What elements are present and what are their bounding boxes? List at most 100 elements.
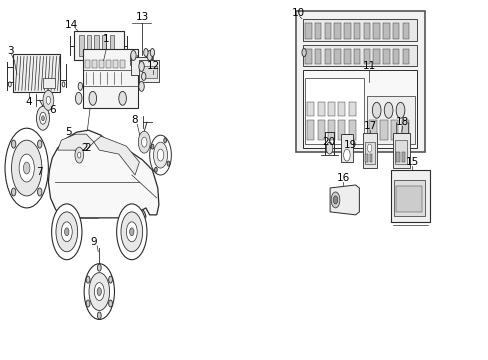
Bar bbox=[109, 35, 114, 57]
Bar bbox=[348, 120, 355, 140]
Circle shape bbox=[333, 196, 337, 204]
Bar bbox=[106, 60, 111, 68]
Text: 7: 7 bbox=[36, 167, 43, 177]
Text: 18: 18 bbox=[395, 117, 408, 127]
Circle shape bbox=[384, 102, 392, 118]
Text: 12: 12 bbox=[146, 62, 160, 71]
Circle shape bbox=[149, 135, 171, 175]
Bar bbox=[362, 133, 376, 168]
Circle shape bbox=[12, 140, 42, 196]
Circle shape bbox=[395, 102, 404, 118]
Text: 20: 20 bbox=[321, 137, 334, 147]
Bar bbox=[43, 78, 55, 88]
Circle shape bbox=[139, 62, 144, 71]
Circle shape bbox=[86, 300, 90, 307]
Circle shape bbox=[37, 106, 49, 130]
Circle shape bbox=[43, 90, 54, 110]
Circle shape bbox=[130, 50, 136, 60]
Circle shape bbox=[40, 112, 46, 124]
Circle shape bbox=[139, 81, 144, 91]
Text: 14: 14 bbox=[64, 19, 78, 30]
Bar bbox=[74, 31, 123, 60]
Circle shape bbox=[153, 142, 167, 168]
Circle shape bbox=[141, 137, 147, 147]
Circle shape bbox=[167, 161, 169, 166]
Circle shape bbox=[52, 204, 82, 260]
Bar bbox=[305, 49, 311, 64]
Bar bbox=[365, 154, 367, 162]
Circle shape bbox=[108, 300, 112, 307]
Circle shape bbox=[94, 283, 104, 301]
Circle shape bbox=[89, 91, 97, 105]
Bar bbox=[394, 140, 406, 164]
Text: 8: 8 bbox=[131, 115, 138, 125]
Bar bbox=[130, 58, 152, 75]
Bar bbox=[327, 120, 334, 140]
Circle shape bbox=[343, 149, 349, 161]
Circle shape bbox=[301, 49, 305, 57]
Bar bbox=[334, 49, 340, 64]
Text: 11: 11 bbox=[362, 62, 375, 71]
Circle shape bbox=[8, 82, 11, 87]
Circle shape bbox=[78, 82, 82, 90]
Text: 5: 5 bbox=[65, 127, 72, 137]
Bar bbox=[338, 120, 345, 140]
Circle shape bbox=[371, 102, 380, 118]
Bar bbox=[373, 49, 379, 64]
Bar bbox=[348, 102, 355, 116]
Bar bbox=[383, 23, 389, 39]
Bar bbox=[120, 60, 125, 68]
Text: 17: 17 bbox=[363, 121, 376, 131]
Bar bbox=[393, 133, 409, 168]
Circle shape bbox=[126, 222, 137, 242]
Bar bbox=[395, 186, 421, 212]
Circle shape bbox=[141, 72, 145, 80]
Bar bbox=[307, 102, 314, 116]
Text: 6: 6 bbox=[49, 105, 55, 115]
Circle shape bbox=[97, 288, 101, 296]
Bar bbox=[364, 142, 374, 164]
Text: 3: 3 bbox=[7, 45, 14, 55]
Circle shape bbox=[330, 192, 339, 208]
Circle shape bbox=[84, 264, 114, 319]
Polygon shape bbox=[94, 136, 139, 175]
Bar bbox=[85, 60, 90, 68]
Bar bbox=[314, 49, 321, 64]
Bar bbox=[13, 54, 60, 92]
Bar bbox=[317, 102, 324, 116]
Circle shape bbox=[5, 128, 48, 208]
Text: 15: 15 bbox=[405, 157, 418, 167]
Text: 10: 10 bbox=[291, 8, 305, 18]
Circle shape bbox=[108, 276, 112, 283]
Bar bbox=[303, 19, 416, 41]
Text: 1: 1 bbox=[103, 33, 109, 44]
Circle shape bbox=[41, 116, 44, 121]
Circle shape bbox=[119, 91, 126, 105]
Circle shape bbox=[117, 204, 147, 260]
Circle shape bbox=[23, 162, 30, 174]
Bar bbox=[392, 23, 399, 39]
Text: 16: 16 bbox=[336, 173, 349, 183]
Circle shape bbox=[367, 144, 371, 152]
Circle shape bbox=[154, 167, 157, 172]
Circle shape bbox=[86, 276, 90, 283]
Polygon shape bbox=[329, 185, 359, 215]
Bar bbox=[373, 23, 379, 39]
Bar bbox=[324, 23, 330, 39]
Circle shape bbox=[121, 212, 142, 252]
Bar bbox=[317, 120, 324, 140]
Bar bbox=[83, 49, 138, 108]
Bar bbox=[314, 23, 321, 39]
Bar bbox=[139, 60, 159, 82]
Bar bbox=[79, 35, 83, 57]
Circle shape bbox=[75, 92, 82, 104]
Circle shape bbox=[12, 140, 16, 148]
Circle shape bbox=[46, 96, 50, 104]
Circle shape bbox=[150, 49, 154, 57]
Circle shape bbox=[19, 154, 34, 182]
Bar bbox=[303, 71, 416, 148]
Text: 2: 2 bbox=[81, 143, 88, 153]
Circle shape bbox=[75, 147, 83, 163]
Text: 2: 2 bbox=[84, 143, 90, 153]
Circle shape bbox=[12, 188, 16, 196]
